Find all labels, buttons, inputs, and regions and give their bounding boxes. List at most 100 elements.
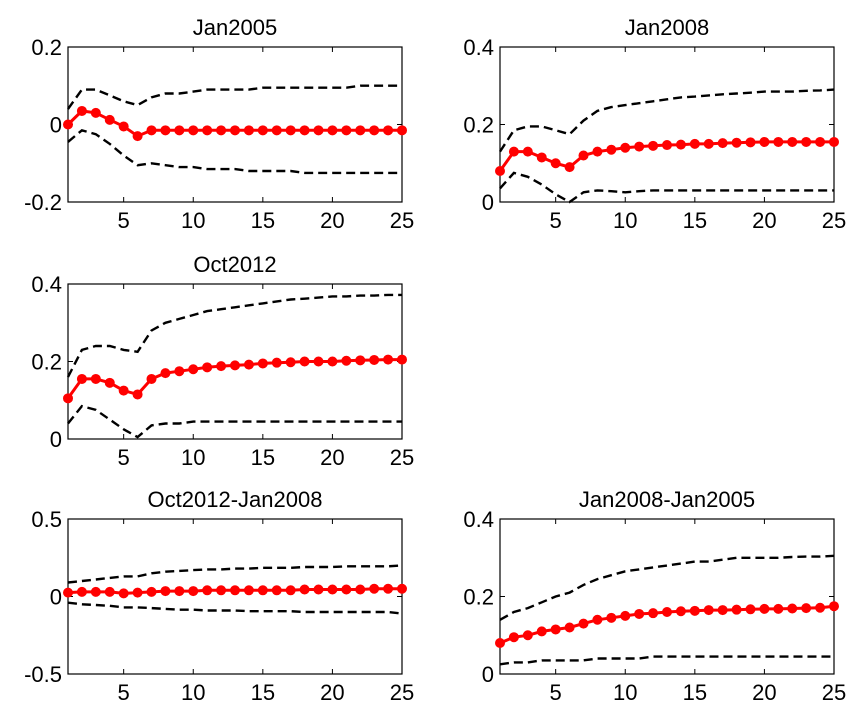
data-point [578,618,589,629]
data-point [592,614,603,625]
data-point [745,604,756,615]
data-point [592,146,603,157]
data-point [230,360,240,371]
data-point [188,364,199,375]
x-tick-label: 25 [390,208,414,233]
data-point [216,361,227,372]
data-point [63,119,73,130]
y-tick-label: 0.2 [31,350,62,375]
x-tick-label: 25 [822,208,846,233]
data-point [369,125,380,136]
y-tick-label: 0.4 [463,507,494,532]
data-point [801,603,812,614]
data-point [230,585,240,596]
y-tick-label: 0.4 [463,35,494,60]
data-point [620,142,631,153]
data-point [132,587,143,598]
data-point [508,146,519,157]
series-line-lower [499,171,834,204]
x-tick-label: 15 [683,208,707,233]
data-point [132,131,143,142]
data-point [341,584,352,595]
data-point [801,136,812,147]
data-point [341,355,352,366]
data-point [606,144,617,155]
data-point [355,125,366,136]
subplot-jan2008: Jan2008 5 10 15 20 25 0 0.2 0.4 [463,15,846,233]
data-point [689,605,700,616]
y-tick-label: -0.2 [24,190,62,215]
data-point [230,125,240,136]
data-point [355,584,366,595]
data-point [787,136,798,147]
x-tick-label: 15 [251,445,275,470]
subplot-oct2012: Oct2012 5 10 15 20 25 0 0.2 0.4 [31,252,414,470]
data-point [675,139,686,150]
data-point [118,121,129,132]
y-tick-label: 0.5 [31,507,62,532]
data-point [202,125,213,136]
x-tick-label: 25 [822,680,846,705]
data-point [731,137,742,148]
x-tick-label: 5 [118,208,130,233]
series-line-lower [67,128,402,175]
data-point [397,125,407,136]
data-point [174,586,185,597]
data-point [76,586,87,597]
data-point [634,608,645,619]
data-point [648,608,659,619]
series-line-upper [66,293,402,378]
data-point [536,152,547,163]
subplot-title: Jan2005 [193,15,277,40]
data-point [146,373,157,384]
data-point [90,586,101,597]
data-point [118,385,129,396]
data-point [160,368,171,379]
y-tick-label: 0 [50,113,62,138]
data-point [773,603,784,614]
data-point [243,359,254,370]
data-point [397,583,407,594]
x-tick-label: 25 [390,680,414,705]
data-point [188,586,199,597]
x-tick-label: 25 [390,445,414,470]
data-point [383,583,394,594]
data-point [745,137,756,148]
data-point [104,114,115,125]
data-point [550,158,561,169]
axes-frame [67,518,403,675]
data-point [174,366,185,377]
data-point [257,585,268,596]
data-point [271,125,282,136]
data-point [564,162,575,173]
x-tick-label: 20 [752,680,776,705]
series-line-upper [67,564,403,584]
data-point [355,355,366,366]
data-point [243,585,254,596]
data-point [369,583,380,594]
data-point [313,125,324,136]
data-point [731,604,742,615]
data-point [285,357,296,368]
data-point [773,136,784,147]
data-point [327,125,338,136]
x-tick-label: 10 [181,445,205,470]
data-point [648,140,659,151]
data-point [118,588,129,599]
data-point [829,136,839,147]
data-point [285,125,296,136]
series-line-lower [67,601,403,615]
data-point [76,105,87,116]
y-tick-label: 0 [482,190,494,215]
x-tick-label: 5 [550,680,562,705]
data-point [550,624,561,635]
data-point [243,125,254,136]
y-tick-label: 0 [50,427,62,452]
x-tick-label: 20 [320,680,344,705]
data-point [675,606,686,617]
x-tick-label: 5 [550,208,562,233]
x-tick-label: 15 [251,208,275,233]
data-point [578,150,589,161]
x-tick-label: 20 [320,445,344,470]
